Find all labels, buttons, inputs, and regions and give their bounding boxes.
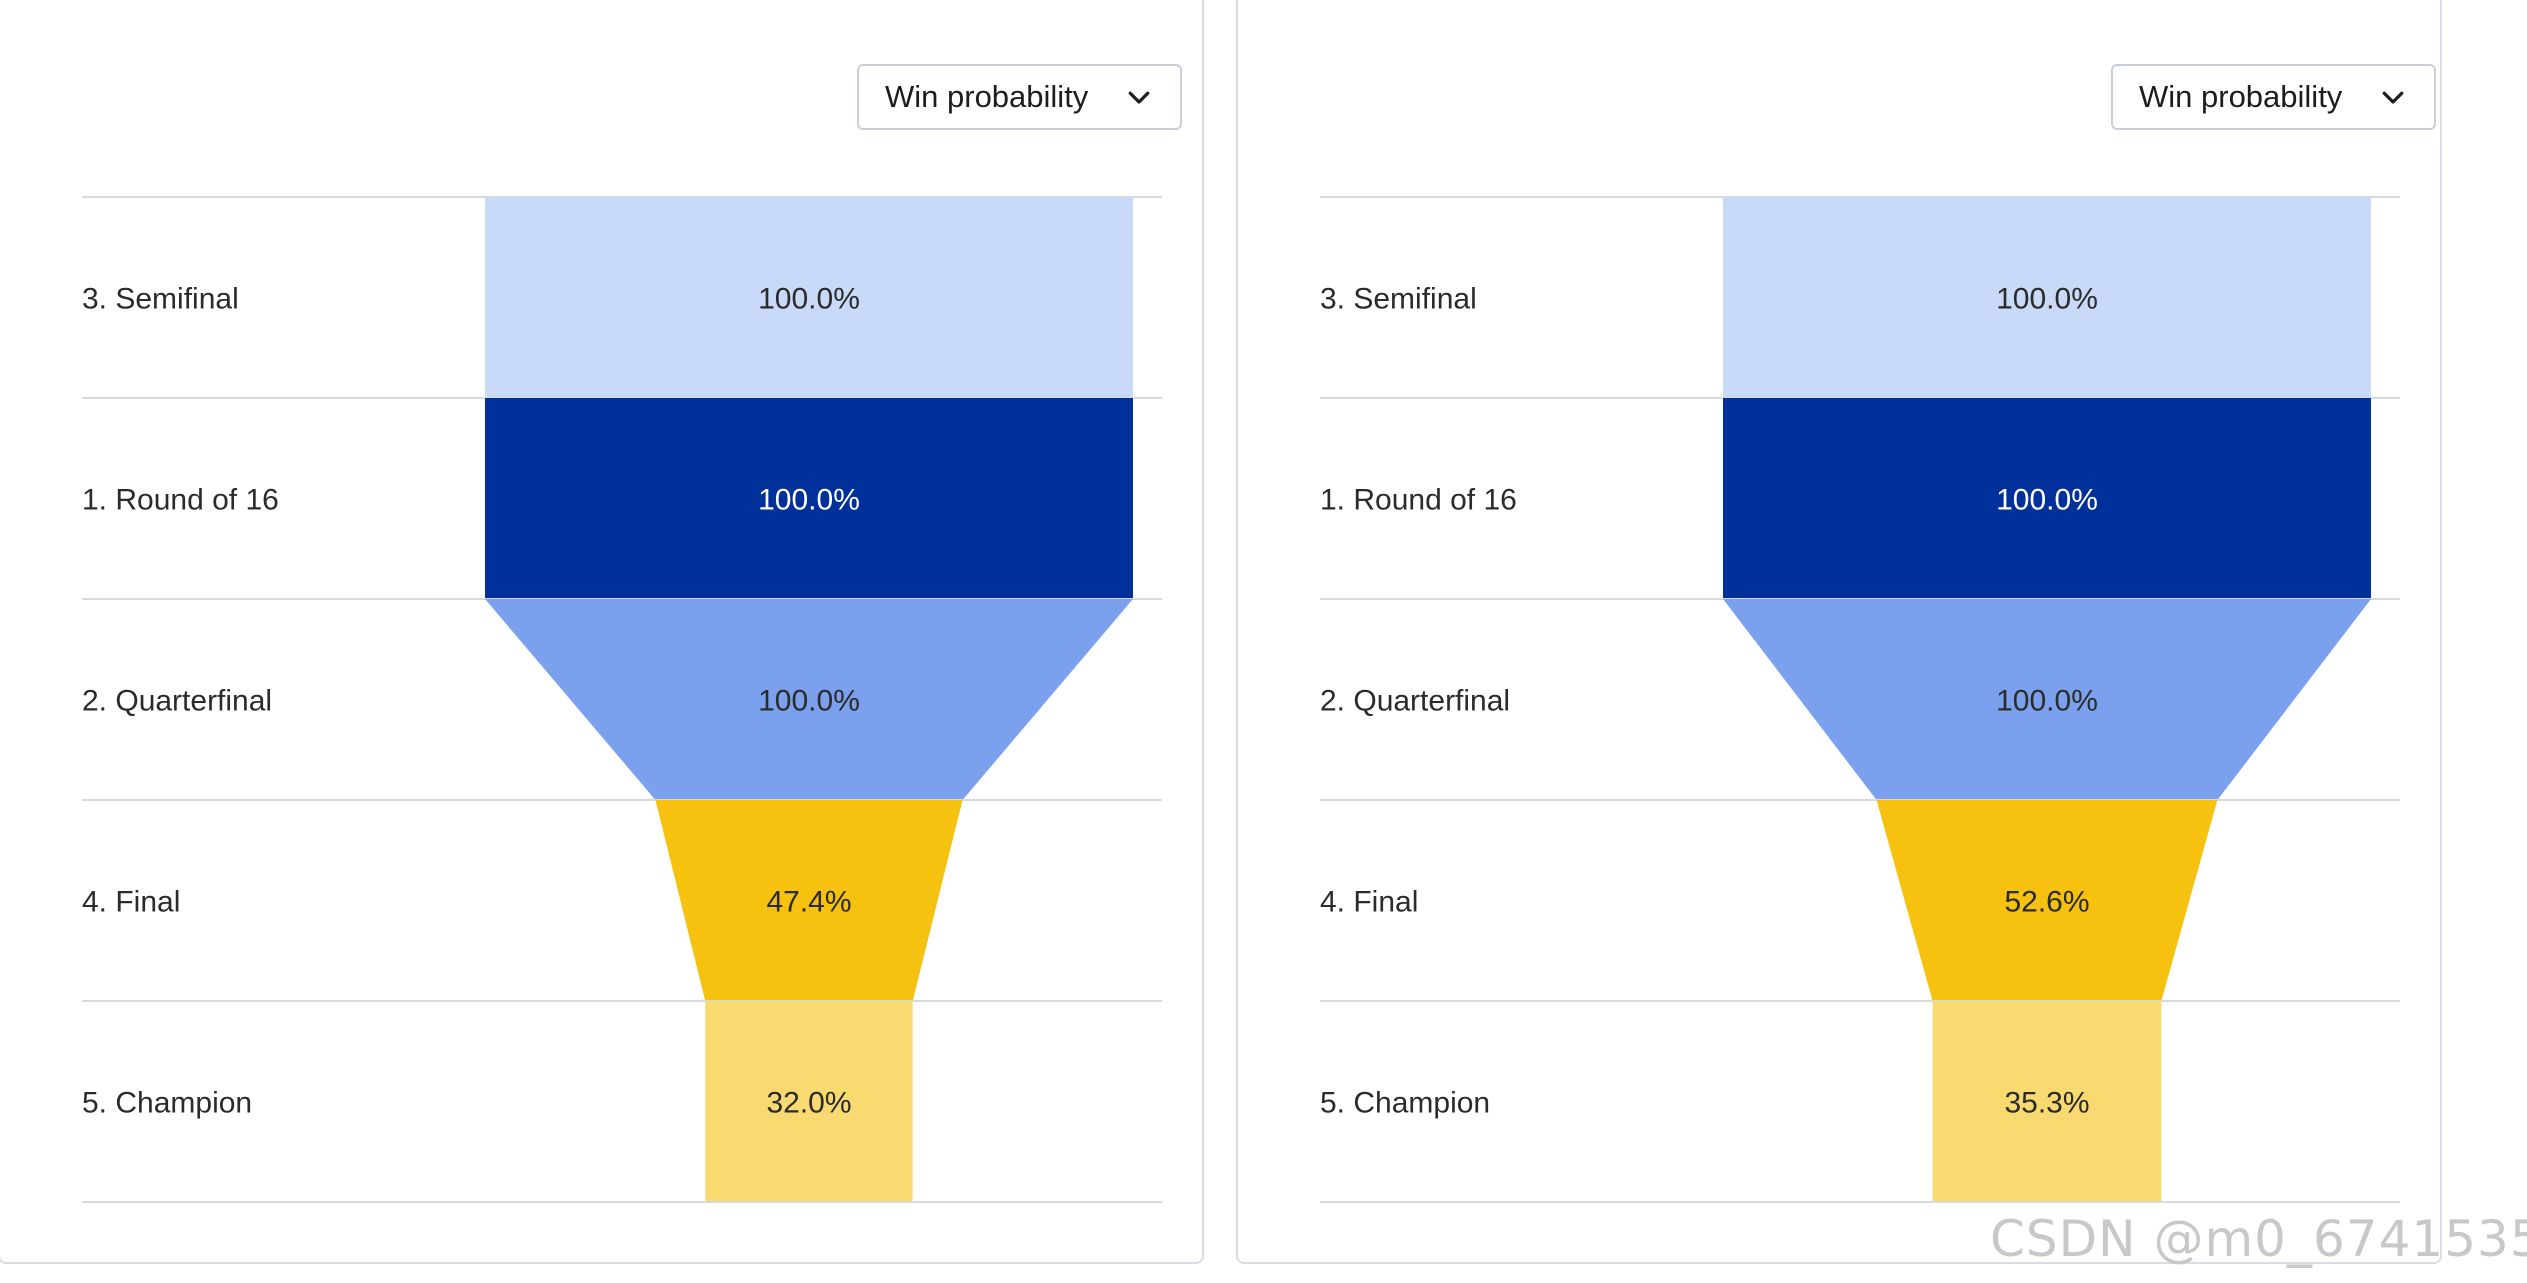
funnel-stage-label: 5. Champion bbox=[82, 1087, 252, 1120]
funnel-value-label: 52.6% bbox=[2004, 886, 2089, 919]
funnel-value-label: 47.4% bbox=[766, 886, 851, 919]
funnel-stage-label: 2. Quarterfinal bbox=[1320, 685, 1510, 718]
funnel-value-label: 100.0% bbox=[1996, 484, 2098, 517]
metric-dropdown[interactable]: Win probability bbox=[857, 64, 1182, 130]
funnel-stage-label: 3. Semifinal bbox=[1320, 283, 1477, 316]
funnel-stage-shape bbox=[655, 800, 963, 1001]
funnel-stage-label: 3. Semifinal bbox=[82, 283, 239, 316]
funnel-stage-shape bbox=[705, 1001, 913, 1202]
metric-dropdown[interactable]: Win probability bbox=[2111, 64, 2436, 130]
funnel-stage-shape bbox=[1932, 1001, 2162, 1202]
funnel-chart: 3. Semifinal 100.0% 1. Round of 16 100.0% 2.… bbox=[1320, 196, 2400, 1203]
funnel-stage-shape bbox=[1723, 197, 2371, 398]
watermark: CSDN @m0_67415353 bbox=[1990, 1210, 2527, 1268]
funnel-value-label: 100.0% bbox=[758, 283, 860, 316]
funnel-panel-right: Win probability 3. Semifinal 100.0% 1. Rou… bbox=[1236, 0, 2442, 1264]
funnel-chart: 3. Semifinal 100.0% 1. Round of 16 100.0% 2.… bbox=[82, 196, 1162, 1203]
funnel-stage-shape bbox=[1723, 398, 2371, 599]
chevron-down-icon bbox=[2382, 91, 2404, 104]
funnel-stage-shape bbox=[1723, 599, 2371, 800]
funnel-value-label: 100.0% bbox=[758, 685, 860, 718]
funnel-stage-label: 1. Round of 16 bbox=[1320, 484, 1517, 517]
funnel-stage-label: 5. Champion bbox=[1320, 1087, 1490, 1120]
chevron-down-icon bbox=[1128, 91, 1150, 104]
funnel-stage-label: 1. Round of 16 bbox=[82, 484, 279, 517]
funnel-value-label: 32.0% bbox=[766, 1087, 851, 1120]
funnel-stage-shape bbox=[485, 197, 1133, 398]
funnel-stage-label: 4. Final bbox=[82, 886, 180, 919]
funnel-stage-shape bbox=[1876, 800, 2218, 1001]
funnel-stage-label: 2. Quarterfinal bbox=[82, 685, 272, 718]
funnel-value-label: 35.3% bbox=[2004, 1087, 2089, 1120]
funnel-value-label: 100.0% bbox=[1996, 283, 2098, 316]
funnel-value-label: 100.0% bbox=[758, 484, 860, 517]
funnel-panel-left: Win probability 3. Semifinal 100.0% 1. Rou… bbox=[0, 0, 1204, 1264]
funnel-stage-label: 4. Final bbox=[1320, 886, 1418, 919]
funnel-stage-shape bbox=[485, 398, 1133, 599]
funnel-stage-shape bbox=[485, 599, 1133, 800]
metric-dropdown-label: Win probability bbox=[2139, 79, 2343, 114]
metric-dropdown-label: Win probability bbox=[885, 79, 1089, 114]
funnel-value-label: 100.0% bbox=[1996, 685, 2098, 718]
